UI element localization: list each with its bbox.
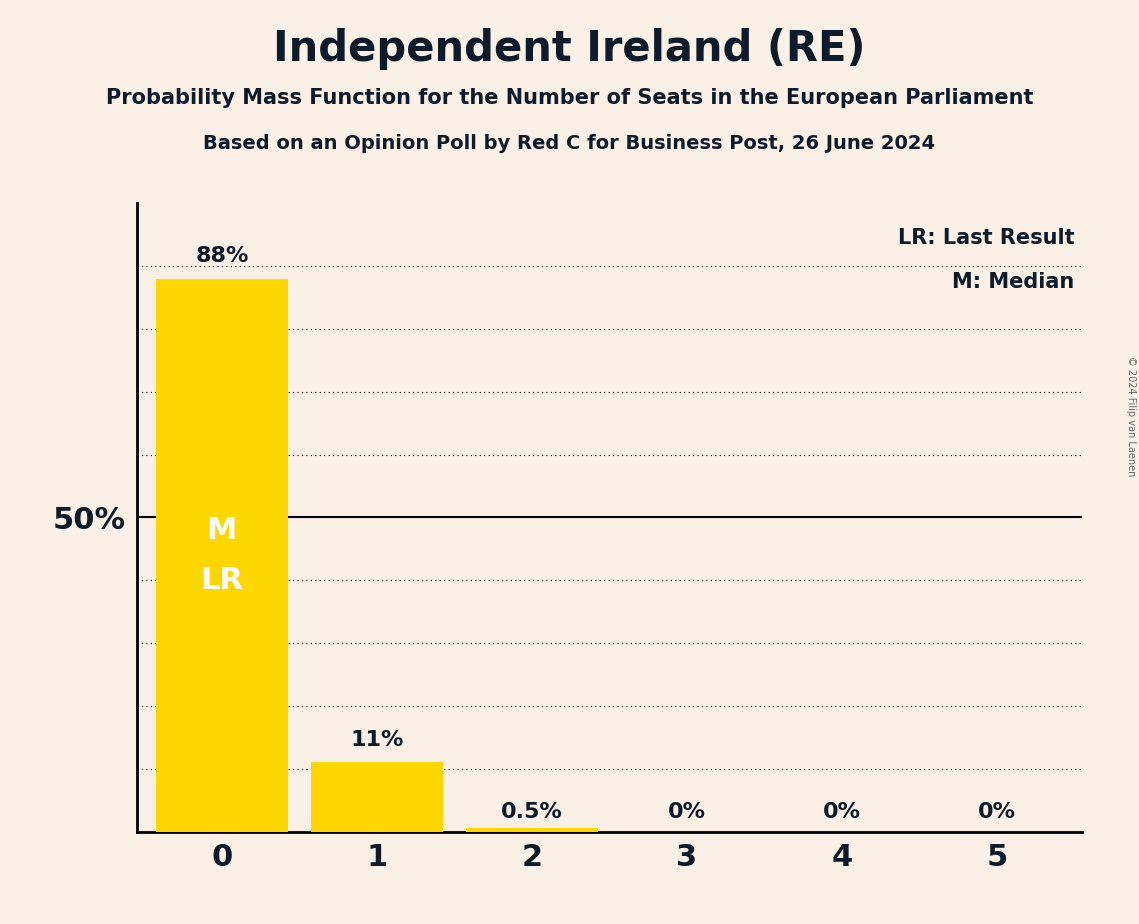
Text: Probability Mass Function for the Number of Seats in the European Parliament: Probability Mass Function for the Number… xyxy=(106,88,1033,108)
Text: M: Median: M: Median xyxy=(952,273,1074,292)
Text: 0.5%: 0.5% xyxy=(501,802,563,822)
Text: 88%: 88% xyxy=(195,246,248,266)
Bar xyxy=(311,762,443,832)
Text: 11%: 11% xyxy=(350,730,403,750)
Bar xyxy=(156,279,288,832)
Text: 0%: 0% xyxy=(977,802,1016,822)
Text: M: M xyxy=(207,516,237,544)
Text: LR: LR xyxy=(200,565,244,595)
Text: LR: Last Result: LR: Last Result xyxy=(898,228,1074,249)
Text: 0%: 0% xyxy=(667,802,706,822)
Text: 0%: 0% xyxy=(822,802,861,822)
Text: Independent Ireland (RE): Independent Ireland (RE) xyxy=(273,28,866,69)
Text: Based on an Opinion Poll by Red C for Business Post, 26 June 2024: Based on an Opinion Poll by Red C for Bu… xyxy=(204,134,935,153)
Bar xyxy=(466,829,598,832)
Text: © 2024 Filip van Laenen: © 2024 Filip van Laenen xyxy=(1126,356,1136,476)
